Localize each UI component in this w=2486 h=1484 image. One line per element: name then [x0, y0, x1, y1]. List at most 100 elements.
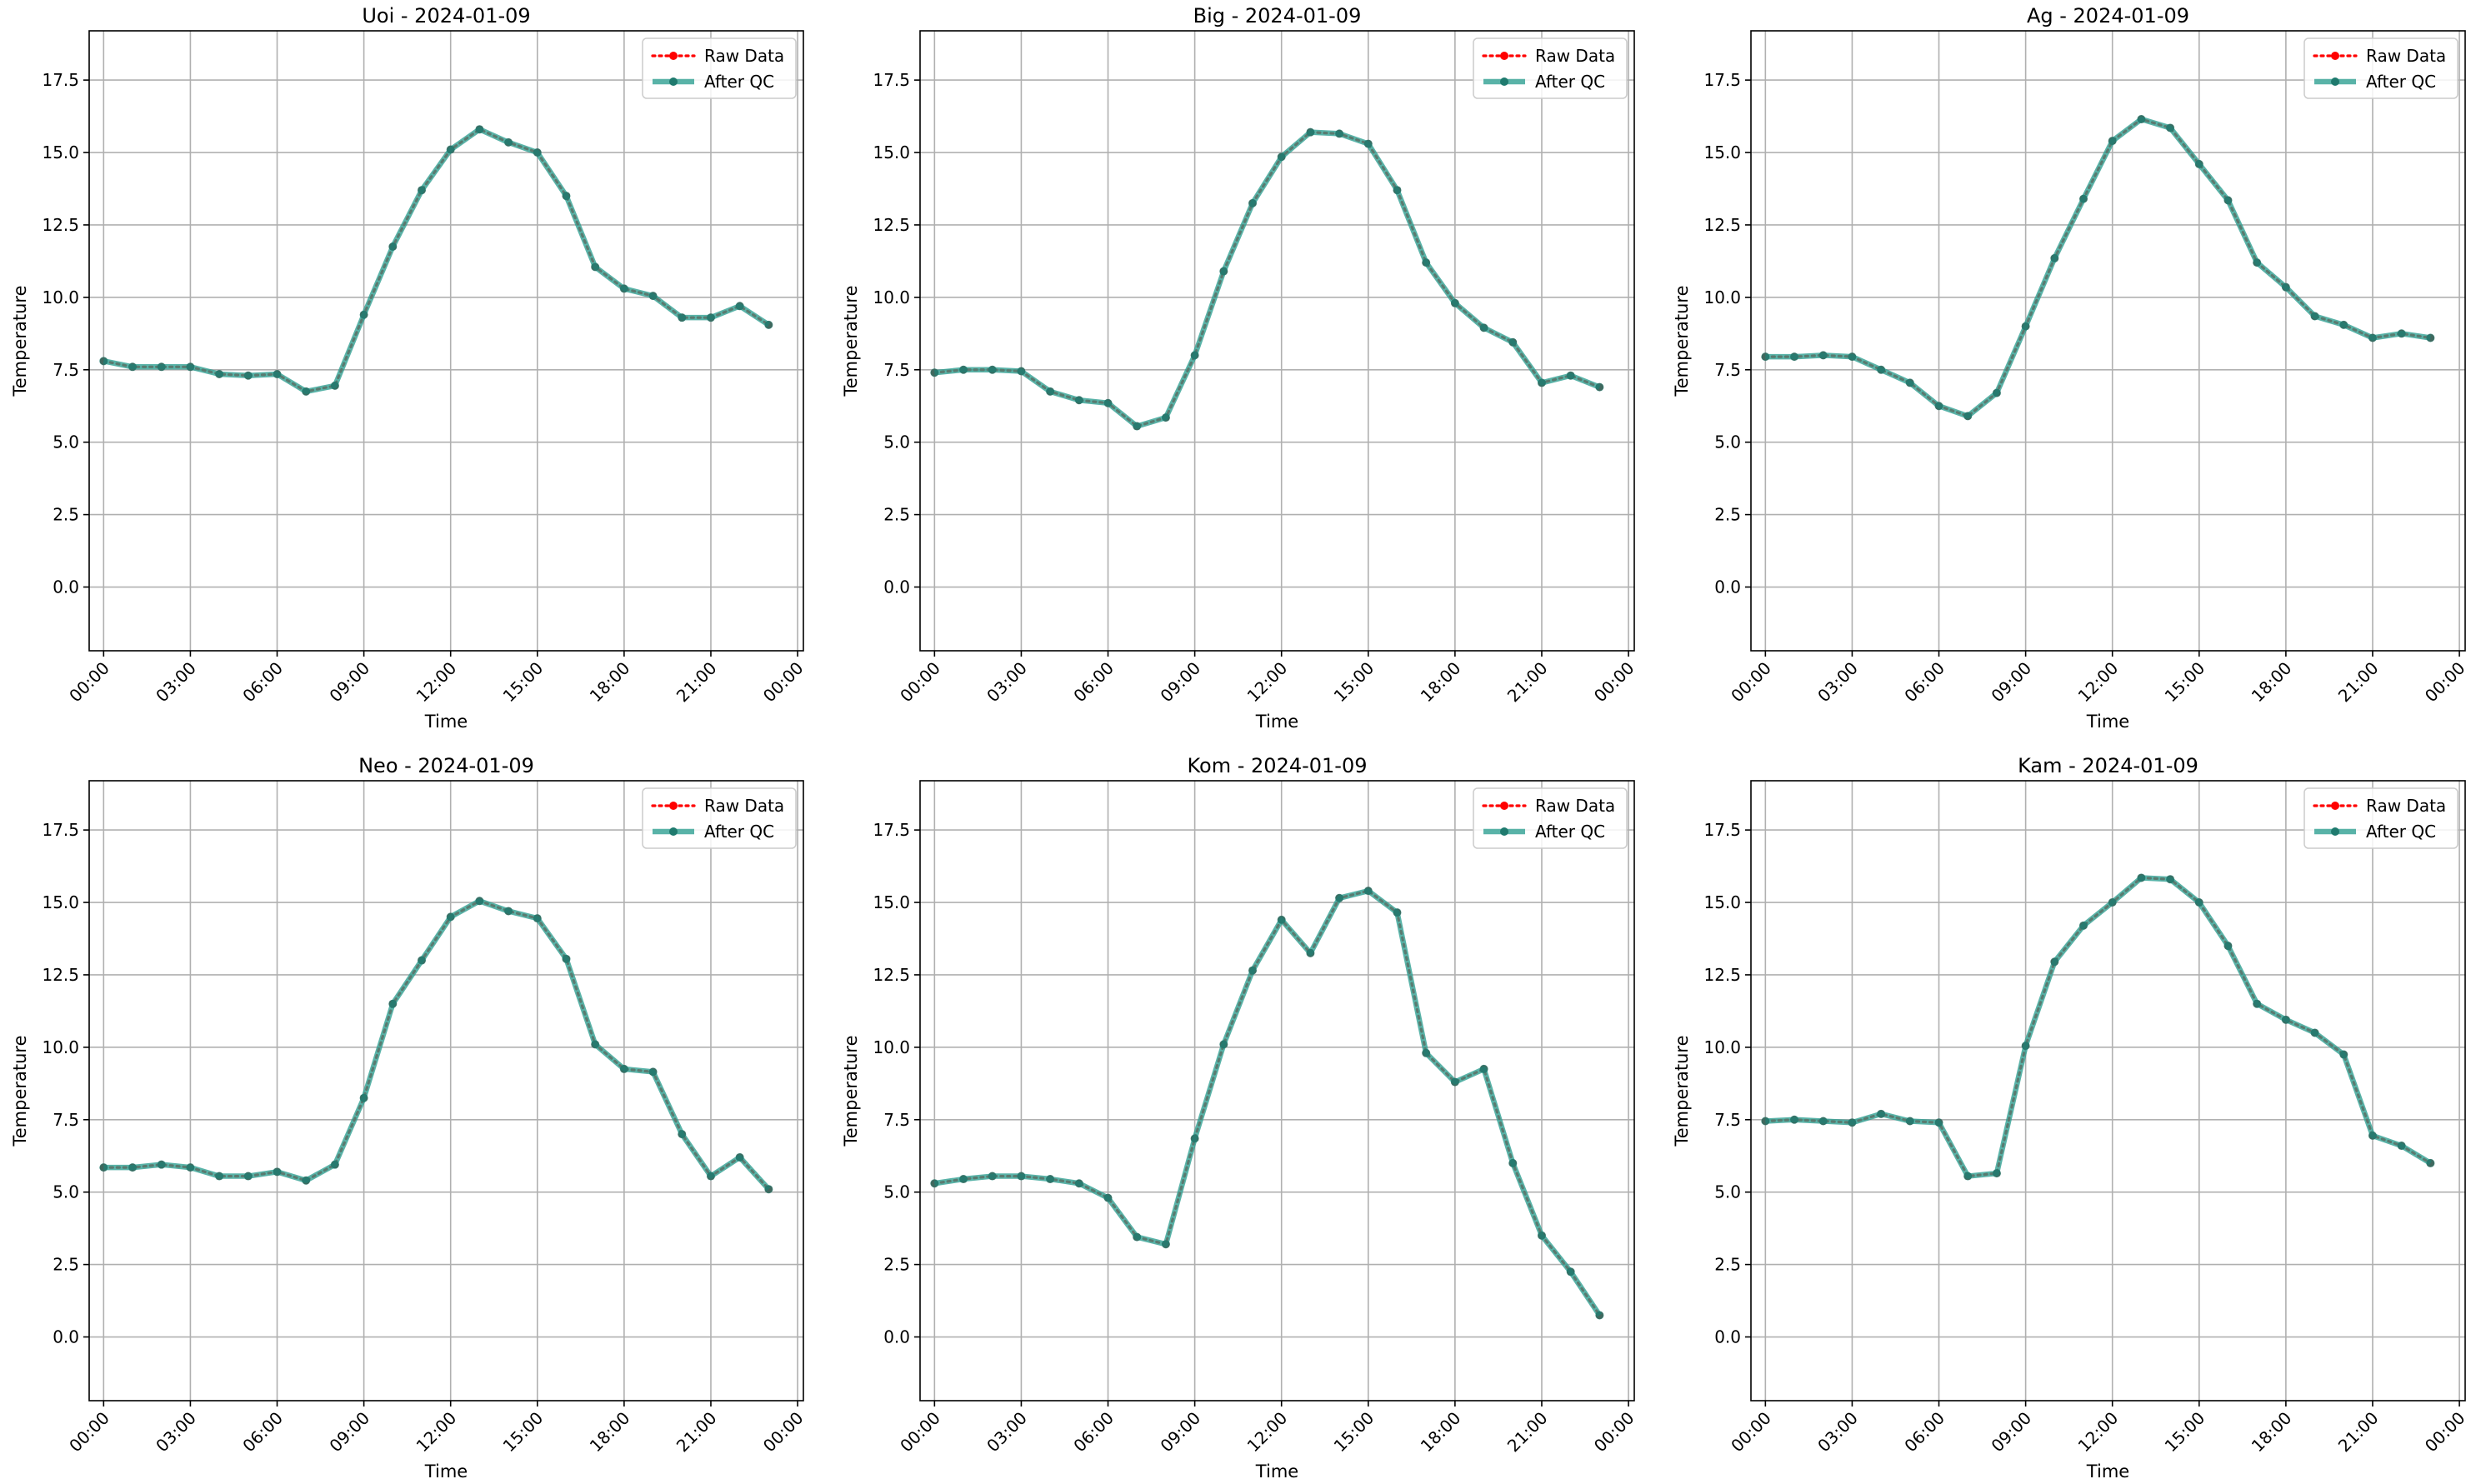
after-qc-point [2050, 253, 2059, 262]
x-tick-label: 09:00 [1987, 1408, 2035, 1457]
y-axis-label: Temperature [1672, 1035, 1692, 1147]
y-tick-label: 12.5 [1703, 965, 1741, 985]
after-qc-point [533, 914, 542, 923]
x-tick-label: 00:00 [896, 1408, 944, 1457]
legend-qc-label: After QC [704, 72, 774, 92]
after-qc-point [619, 284, 628, 293]
after-qc-point [1818, 1117, 1828, 1126]
after-qc-point [1905, 1117, 1914, 1126]
after-qc-point [1306, 127, 1315, 137]
after-qc-point [959, 365, 968, 374]
legend-raw-marker [2331, 52, 2339, 60]
x-tick-label: 00:00 [2421, 658, 2469, 707]
after-qc-point [128, 1163, 138, 1172]
after-qc-point [2253, 258, 2262, 267]
y-tick-label: 15.0 [873, 142, 910, 162]
y-tick-label: 0.0 [1714, 1327, 1741, 1347]
after-qc-point [2021, 1042, 2030, 1051]
after-qc-line [1765, 116, 2431, 419]
legend-raw-label: Raw Data [1535, 796, 1615, 816]
y-tick-label: 12.5 [1703, 215, 1741, 235]
x-tick-label: 15:00 [2161, 658, 2209, 707]
after-qc-point [2050, 957, 2059, 967]
after-qc-point [1422, 1048, 1431, 1057]
subplot-1: 00:00 03:00 06:00 09:00 12:00 15:00 18:00 21:00… [841, 4, 1638, 732]
chart-title: Neo - 2024-01-09 [358, 754, 534, 777]
y-tick-label: 5.0 [883, 1182, 910, 1202]
legend: Raw Data After QC [2303, 787, 2458, 849]
x-tick-label: 12:00 [2074, 658, 2123, 707]
after-qc-point [2426, 1158, 2435, 1167]
x-tick-label: 03:00 [1813, 1408, 1862, 1457]
y-tick-label: 7.5 [883, 360, 910, 380]
after-qc-point [988, 1172, 997, 1181]
after-qc-point [2368, 333, 2377, 342]
x-tick-label: 09:00 [325, 658, 373, 707]
after-qc-point [1161, 413, 1170, 422]
after-qc-point [2166, 875, 2175, 884]
legend-raw-label: Raw Data [2366, 46, 2446, 66]
x-tick-label: 12:00 [413, 658, 461, 707]
x-tick-label: 15:00 [1330, 658, 1378, 707]
series-raw-data [930, 128, 1603, 431]
x-axis-label: Time [1255, 712, 1298, 732]
legend-raw-marker [669, 802, 678, 810]
after-qc-point [1848, 352, 1857, 362]
y-axis-label: Temperature [10, 1035, 30, 1147]
x-tick-label: 18:00 [2248, 1408, 2296, 1457]
y-tick-label: 10.0 [42, 287, 79, 307]
y-tick-label: 17.5 [873, 70, 910, 90]
x-tick-label: 21:00 [1503, 1408, 1552, 1457]
y-tick-label: 7.5 [883, 1110, 910, 1130]
after-qc-point [302, 1176, 311, 1185]
after-qc-point [591, 1040, 600, 1049]
after-qc-point [735, 302, 744, 311]
y-axis-label: Temperature [1672, 285, 1692, 397]
after-qc-point [1103, 1193, 1113, 1202]
legend-raw-marker [669, 52, 678, 60]
legend: Raw Data After QC [642, 787, 797, 849]
x-tick-label: 09:00 [325, 1408, 373, 1457]
x-tick-label: 00:00 [1590, 658, 1638, 707]
x-tick-label: 18:00 [2248, 658, 2296, 707]
x-tick-label: 06:00 [1069, 658, 1118, 707]
after-qc-point [1190, 351, 1199, 360]
after-qc-point [2281, 282, 2290, 292]
after-qc-point [504, 137, 513, 147]
y-axis-label: Temperature [841, 285, 861, 397]
legend: Raw Data After QC [642, 37, 797, 99]
after-qc-point [2079, 194, 2088, 203]
grid [1751, 31, 2465, 651]
subplot-2: 00:00 03:00 06:00 09:00 12:00 15:00 18:00 21:00… [1672, 4, 2469, 732]
after-qc-point [1566, 371, 1575, 380]
y-tick-label: 0.0 [883, 577, 910, 597]
series-after-qc [930, 887, 1604, 1320]
after-qc-point [1508, 337, 1518, 347]
after-qc-point [678, 313, 687, 322]
y-tick-label: 2.5 [53, 1255, 79, 1275]
y-tick-label: 10.0 [42, 1037, 79, 1057]
after-qc-point [591, 262, 600, 272]
legend-qc-label: After QC [2366, 822, 2436, 842]
x-tick-label: 09:00 [1987, 658, 2035, 707]
after-qc-point [1277, 152, 1286, 162]
after-qc-point [1393, 186, 1402, 195]
after-qc-point [1363, 139, 1373, 148]
x-tick-label: 21:00 [2334, 1408, 2383, 1457]
y-tick-label: 15.0 [873, 892, 910, 912]
after-qc-point [1934, 402, 1943, 411]
after-qc-point [1133, 422, 1142, 431]
after-qc-point [1103, 398, 1113, 407]
y-tick-label: 15.0 [1703, 892, 1741, 912]
chart-title: Kam - 2024-01-09 [2018, 754, 2198, 777]
legend-qc-label: After QC [1535, 822, 1605, 842]
y-tick-label: 2.5 [883, 1255, 910, 1275]
after-qc-point [678, 1130, 687, 1139]
subplot-5: 00:00 03:00 06:00 09:00 12:00 15:00 18:00 21:00… [1672, 754, 2469, 1482]
after-qc-point [959, 1175, 968, 1184]
x-tick-label: 03:00 [1813, 658, 1862, 707]
subplot-3: 00:00 03:00 06:00 09:00 12:00 15:00 18:00 21:00… [10, 754, 808, 1482]
x-tick-label: 18:00 [586, 1408, 634, 1457]
after-qc-point [2079, 921, 2088, 930]
after-qc-point [2310, 1028, 2319, 1037]
